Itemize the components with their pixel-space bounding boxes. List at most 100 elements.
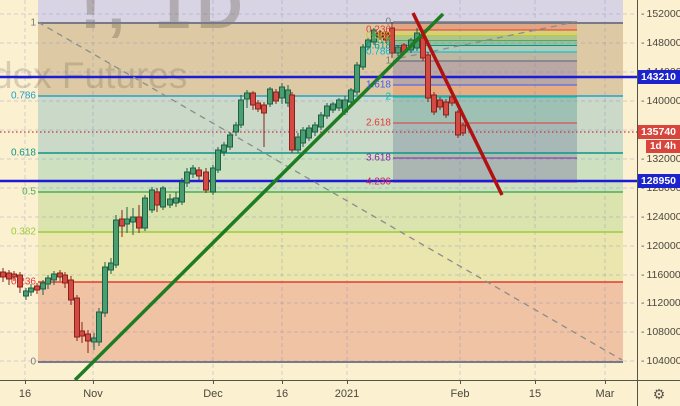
candle-body[interactable] bbox=[250, 92, 256, 106]
candle-body[interactable] bbox=[203, 171, 209, 191]
candle-body[interactable] bbox=[167, 198, 173, 206]
candle-body[interactable] bbox=[91, 337, 97, 343]
candle-body[interactable] bbox=[460, 124, 466, 134]
candle-body[interactable] bbox=[149, 189, 155, 211]
candle-body[interactable] bbox=[28, 287, 34, 293]
candle-body[interactable] bbox=[273, 91, 279, 102]
price-tick-label: -140000 bbox=[641, 95, 680, 107]
candle-body[interactable] bbox=[300, 129, 306, 144]
candle-body[interactable] bbox=[79, 330, 85, 337]
candle-body[interactable] bbox=[57, 272, 63, 278]
candle-body[interactable] bbox=[113, 219, 119, 266]
candle-body[interactable] bbox=[425, 54, 431, 99]
watermark-symbol: !, 1D bbox=[80, 0, 249, 42]
candle-body[interactable] bbox=[318, 114, 324, 128]
price-axis-border bbox=[637, 0, 638, 406]
candle-body[interactable] bbox=[244, 92, 250, 100]
price-tick-label: -108000 bbox=[641, 326, 680, 338]
fib-extension-level-label: 2.618 bbox=[365, 117, 391, 129]
candle-body[interactable] bbox=[238, 99, 244, 126]
settings-gear-icon[interactable]: ⚙ bbox=[652, 386, 666, 402]
candle-body[interactable] bbox=[360, 46, 366, 68]
dashed-trendline-down[interactable] bbox=[37, 21, 623, 361]
fib-extension-band bbox=[393, 35, 577, 41]
candle-body[interactable] bbox=[443, 101, 449, 116]
candle-body[interactable] bbox=[96, 311, 102, 343]
candle-body[interactable] bbox=[130, 216, 136, 223]
candle-body[interactable] bbox=[330, 103, 336, 111]
candle-body[interactable] bbox=[17, 274, 23, 288]
candle-body[interactable] bbox=[354, 64, 360, 93]
dashed-trendline-up[interactable] bbox=[399, 21, 576, 59]
candle-body[interactable] bbox=[420, 37, 426, 59]
candle-body[interactable] bbox=[261, 104, 267, 114]
candle-body[interactable] bbox=[227, 134, 233, 148]
price-tick-label: -116000 bbox=[641, 269, 680, 281]
candle-body[interactable] bbox=[371, 29, 377, 43]
candle-body[interactable] bbox=[179, 181, 185, 203]
candle-body[interactable] bbox=[196, 169, 202, 177]
candle-body[interactable] bbox=[395, 46, 401, 54]
candle-body[interactable] bbox=[124, 218, 130, 225]
candle-body[interactable] bbox=[336, 99, 342, 109]
fib-extension-level-label: 0 bbox=[385, 16, 391, 28]
candle-body[interactable] bbox=[34, 285, 40, 291]
candle-body[interactable] bbox=[377, 31, 383, 38]
candle-body[interactable] bbox=[40, 282, 46, 290]
candle-body[interactable] bbox=[154, 191, 160, 206]
candle-body[interactable] bbox=[431, 94, 437, 113]
downtrend-line[interactable] bbox=[411, 12, 504, 196]
candle-body[interactable] bbox=[173, 197, 179, 204]
candle-body[interactable] bbox=[455, 111, 461, 136]
time-tick-label: Dec bbox=[203, 388, 223, 400]
candle-body[interactable] bbox=[74, 297, 80, 338]
candle-body[interactable] bbox=[348, 89, 354, 103]
candle-body[interactable] bbox=[108, 262, 114, 271]
uptrend-line[interactable] bbox=[73, 12, 445, 382]
fib-level-label: 0 bbox=[30, 356, 36, 368]
candle-body[interactable] bbox=[255, 102, 261, 110]
candle-body[interactable] bbox=[233, 124, 239, 133]
candle-body[interactable] bbox=[190, 167, 196, 175]
candle-body[interactable] bbox=[184, 171, 190, 184]
candle-body[interactable] bbox=[221, 144, 227, 153]
candle-body[interactable] bbox=[23, 290, 29, 297]
candle-body[interactable] bbox=[389, 27, 395, 54]
candle-body[interactable] bbox=[136, 216, 142, 229]
candle-body[interactable] bbox=[68, 279, 74, 301]
time-axis-border bbox=[0, 380, 680, 381]
time-axis-tick bbox=[605, 380, 606, 384]
time-tick-label: 2021 bbox=[334, 388, 360, 400]
candle-body[interactable] bbox=[306, 127, 312, 139]
fib-extension-level-label: 0.5 bbox=[377, 35, 391, 46]
price-tick-label: -152000 bbox=[641, 8, 680, 20]
fib-extension-level-label: 0.382 bbox=[365, 30, 391, 41]
candle-body[interactable] bbox=[215, 149, 221, 171]
fib-extension-band bbox=[393, 52, 577, 61]
candle-body[interactable] bbox=[210, 167, 216, 193]
fib-level-label: 0.618 bbox=[10, 147, 36, 159]
candle-body[interactable] bbox=[289, 94, 295, 151]
candle-body[interactable] bbox=[437, 99, 443, 108]
candle-body[interactable] bbox=[324, 105, 330, 117]
candle-body[interactable] bbox=[295, 136, 301, 151]
candle-body[interactable] bbox=[45, 277, 51, 285]
candle-body[interactable] bbox=[85, 333, 91, 342]
candle-body[interactable] bbox=[0, 271, 6, 278]
candle-body[interactable] bbox=[160, 187, 166, 208]
candle-body[interactable] bbox=[312, 124, 318, 133]
candle-body[interactable] bbox=[51, 273, 57, 281]
candle-body[interactable] bbox=[102, 266, 108, 314]
candle-body[interactable] bbox=[11, 273, 17, 278]
candle-body[interactable] bbox=[119, 218, 125, 227]
candle-body[interactable] bbox=[279, 86, 285, 99]
candle-body[interactable] bbox=[267, 88, 273, 105]
candle-body[interactable] bbox=[142, 197, 148, 229]
candle-body[interactable] bbox=[383, 32, 389, 41]
price-tick-label: -104000 bbox=[641, 355, 680, 367]
candle-body[interactable] bbox=[62, 274, 68, 284]
candle-body[interactable] bbox=[365, 39, 371, 48]
fib-extension-level-label: 0.236 bbox=[365, 24, 391, 36]
